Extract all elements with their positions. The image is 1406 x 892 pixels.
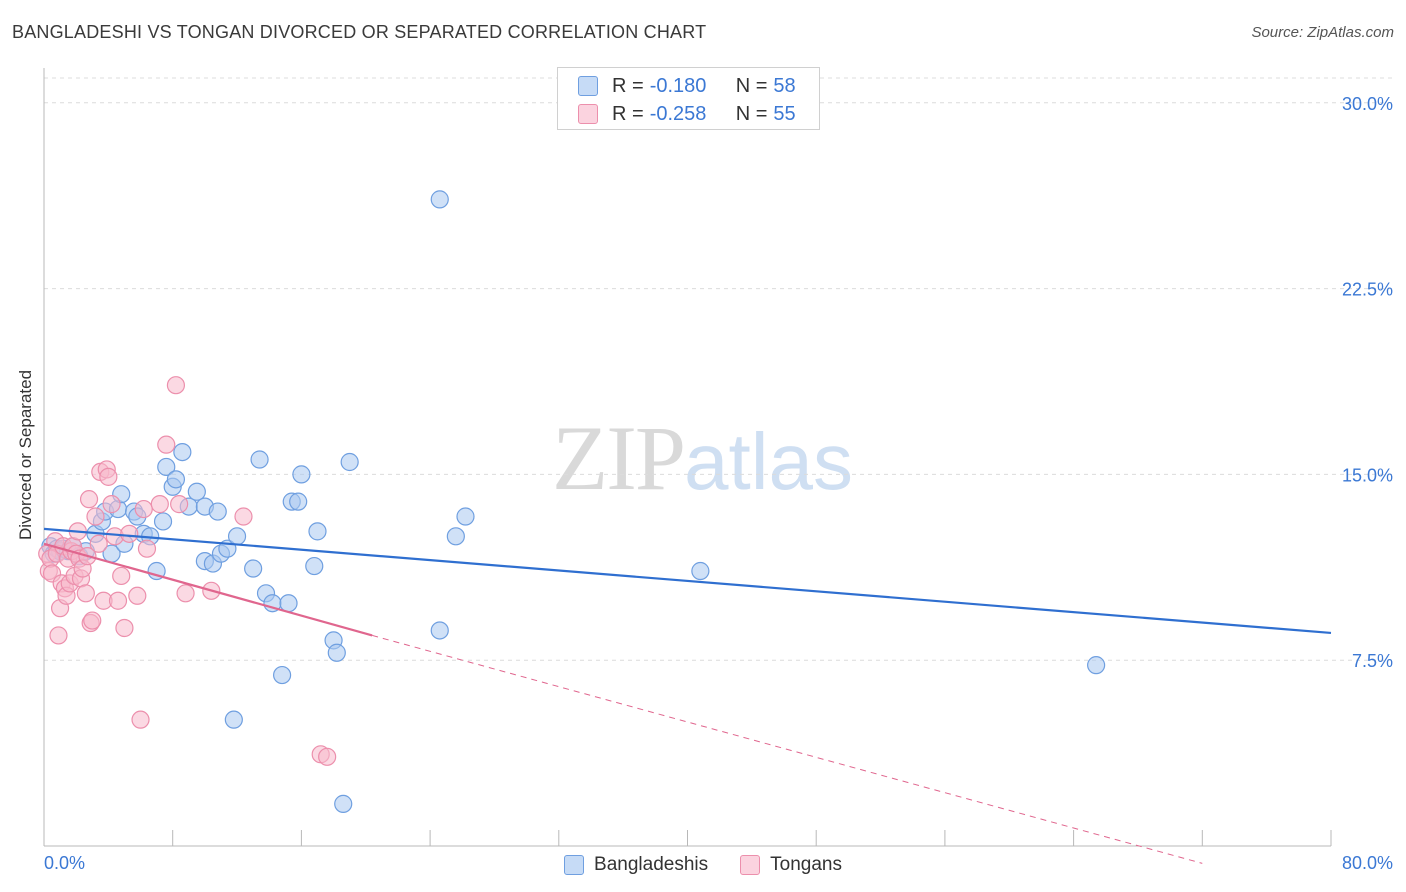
legend-item-bangladeshis: Bangladeshis <box>564 854 708 876</box>
bangladeshi-point <box>244 559 263 578</box>
n-label: N = <box>735 102 768 125</box>
r-value: -0.258 <box>649 102 707 125</box>
bangladeshi-point <box>430 190 449 209</box>
tongan-point <box>234 507 253 526</box>
bangladeshi-point <box>1087 656 1106 675</box>
x-tick-label: 0.0% <box>44 853 85 873</box>
bangladeshi-point <box>430 621 449 640</box>
legend-row-tongans: R = -0.258 N = 55 <box>578 101 796 127</box>
legend-item-tongans: Tongans <box>740 854 842 876</box>
tongan-point <box>112 566 131 586</box>
tongan-point <box>102 495 121 514</box>
legend-swatch-blue <box>578 76 598 96</box>
r-value: -0.180 <box>649 74 707 97</box>
y-tick-label: 22.5% <box>1342 280 1393 300</box>
legend-row-bangladeshis: R = -0.180 N = 58 <box>578 73 796 99</box>
tongan-point <box>83 611 102 630</box>
legend-swatch-pink <box>740 855 761 875</box>
bangladeshi-point <box>153 512 173 531</box>
bangladeshi-point <box>691 561 710 581</box>
bangladeshi-point <box>224 710 243 729</box>
tongan-point <box>134 499 153 519</box>
tongan-point <box>176 584 195 603</box>
y-axis-label: Divorced or Separated <box>16 369 35 541</box>
y-tick-label: 30.0% <box>1342 94 1393 114</box>
tongan-point <box>99 467 118 486</box>
tongan-point <box>150 495 169 514</box>
tongan-point <box>131 710 150 729</box>
bangladeshi-point <box>327 643 346 662</box>
bangladeshi-point <box>289 492 308 511</box>
bangladeshi-point <box>279 594 298 613</box>
bangladeshi-point <box>250 450 269 469</box>
bangladeshi-point <box>308 522 327 541</box>
tongan-point <box>137 539 157 558</box>
series-legend: Bangladeshis Tongans <box>0 852 1406 878</box>
stats-legend: R = -0.180 N = 58 R = -0.258 N = 55 <box>557 67 820 130</box>
tongan-point <box>108 591 128 610</box>
tongan-point <box>318 747 337 766</box>
bangladeshi-point <box>292 465 311 484</box>
tongan-point <box>166 376 186 395</box>
bangladeshi-point <box>157 457 176 477</box>
chart-title: BANGLADESHI VS TONGAN DIVORCED OR SEPARA… <box>12 22 707 42</box>
legend-label: Tongans <box>770 854 842 875</box>
bangladeshi-point <box>166 470 186 489</box>
tongan-point <box>86 507 105 526</box>
bangladeshi-point <box>340 452 359 472</box>
y-tick-label: 7.5% <box>1352 651 1393 671</box>
watermark: ZIPatlas <box>552 405 853 511</box>
tongan-trend-line <box>43 542 373 637</box>
y-tick-label: 15.0% <box>1342 465 1393 485</box>
n-value: 55 <box>773 102 796 125</box>
tongan-point <box>79 490 99 509</box>
r-label: R = <box>612 74 644 97</box>
n-value: 58 <box>773 74 796 97</box>
watermark-atlas: atlas <box>684 417 853 506</box>
bangladeshi-trend-line <box>43 527 1332 635</box>
bangladeshi-point <box>456 507 475 526</box>
tongan-point <box>128 586 147 605</box>
tongan-trend-extension <box>372 634 1203 864</box>
legend-swatch-blue <box>564 855 585 875</box>
bangladeshi-point <box>446 527 465 546</box>
n-label: N = <box>735 74 768 97</box>
tongan-point <box>157 435 176 454</box>
tongan-point <box>49 626 68 645</box>
tongan-point <box>89 534 108 553</box>
watermark-zip: ZIP <box>552 407 686 509</box>
source-label: Source: ZipAtlas.com <box>1251 24 1394 41</box>
bangladeshi-point <box>334 794 353 813</box>
bangladeshi-point <box>272 665 292 685</box>
tongan-point <box>170 495 189 514</box>
bangladeshi-point <box>173 442 192 462</box>
x-tick-label: 80.0% <box>1342 853 1393 873</box>
tongan-point <box>76 584 95 603</box>
bangladeshi-point <box>305 556 324 576</box>
tongan-point <box>115 618 134 638</box>
bangladeshi-point <box>227 527 247 546</box>
tongan-point <box>120 524 139 543</box>
bangladeshi-point <box>187 482 206 501</box>
legend-swatch-pink <box>578 104 598 124</box>
legend-label: Bangladeshis <box>594 854 709 875</box>
bangladeshi-point <box>208 502 227 521</box>
r-label: R = <box>612 102 644 125</box>
